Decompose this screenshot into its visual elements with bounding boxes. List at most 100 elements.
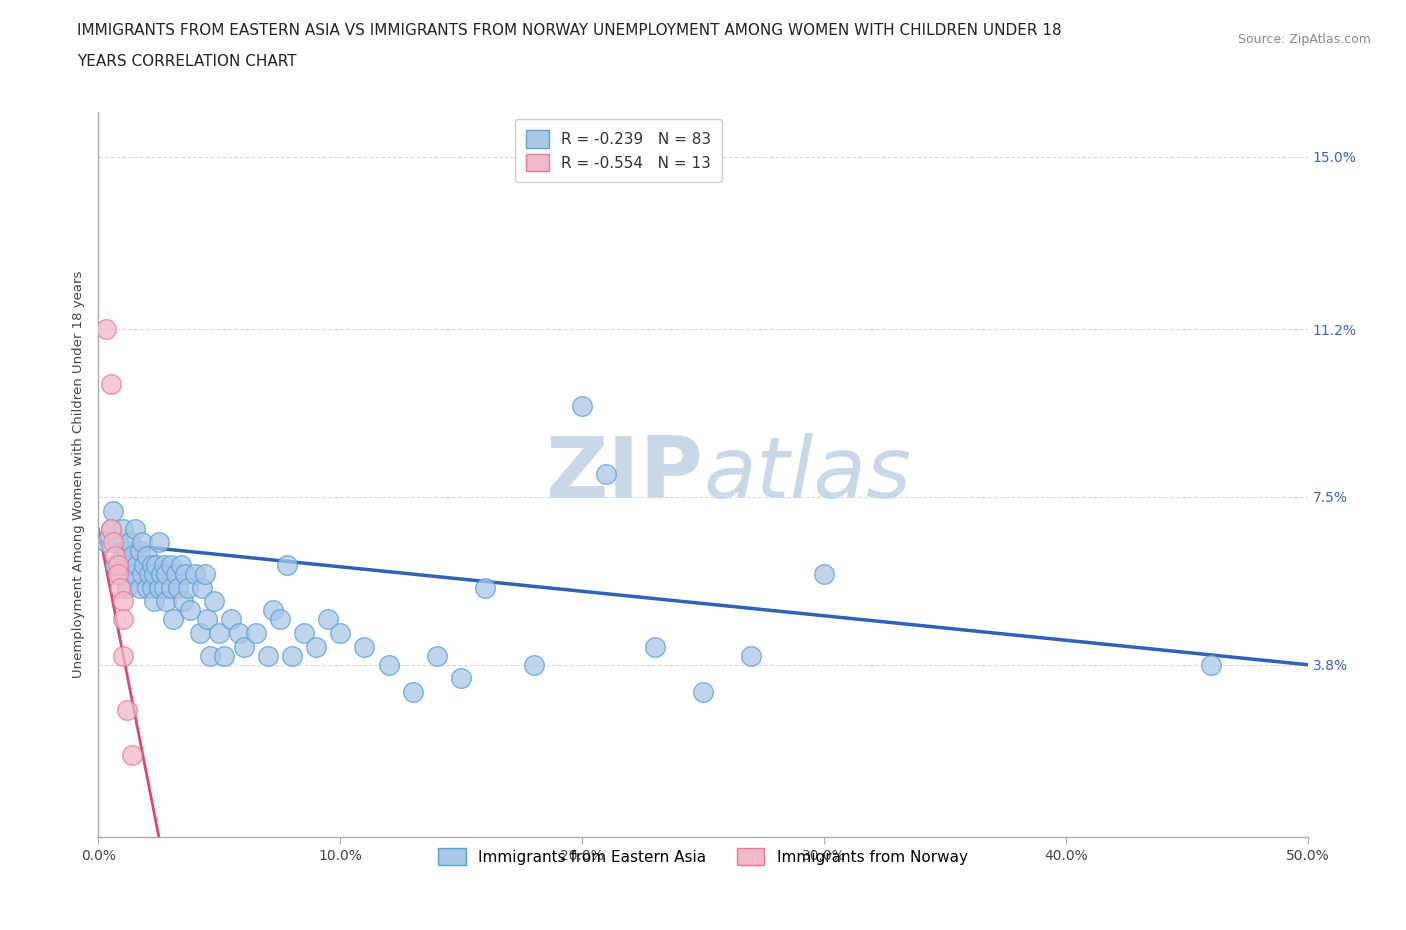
Point xyxy=(377,658,399,672)
Point xyxy=(100,521,122,536)
Point xyxy=(143,566,166,581)
Point xyxy=(128,580,150,595)
Point xyxy=(118,535,141,550)
Point xyxy=(276,558,298,573)
Point xyxy=(571,399,593,414)
Point xyxy=(162,612,184,627)
Point xyxy=(155,566,177,581)
Point xyxy=(167,580,190,595)
Point xyxy=(208,626,231,641)
Point xyxy=(204,594,226,609)
Point xyxy=(160,580,183,595)
Point xyxy=(100,521,122,536)
Point xyxy=(111,648,134,663)
Point xyxy=(111,521,134,536)
Point xyxy=(138,566,160,581)
Point xyxy=(111,549,134,564)
Point xyxy=(94,535,117,550)
Point xyxy=(128,544,150,559)
Point xyxy=(160,558,183,573)
Point xyxy=(221,612,243,627)
Point xyxy=(195,612,218,627)
Point xyxy=(118,558,141,573)
Point xyxy=(523,658,546,672)
Point xyxy=(101,503,124,518)
Point xyxy=(813,566,835,581)
Point xyxy=(269,612,291,627)
Point xyxy=(281,648,304,663)
Point xyxy=(228,626,250,641)
Point xyxy=(245,626,267,641)
Point xyxy=(165,566,187,581)
Point xyxy=(111,594,134,609)
Point xyxy=(450,671,472,685)
Point xyxy=(177,580,200,595)
Point xyxy=(169,558,191,573)
Point xyxy=(353,639,375,654)
Text: YEARS CORRELATION CHART: YEARS CORRELATION CHART xyxy=(77,54,297,69)
Point xyxy=(316,612,339,627)
Point xyxy=(107,535,129,550)
Point xyxy=(124,566,146,581)
Point xyxy=(305,639,328,654)
Point xyxy=(121,549,143,564)
Point xyxy=(111,612,134,627)
Point xyxy=(150,566,173,581)
Point xyxy=(329,626,352,641)
Point xyxy=(1199,658,1222,672)
Point xyxy=(148,535,170,550)
Point xyxy=(152,558,174,573)
Point xyxy=(101,535,124,550)
Point xyxy=(692,684,714,699)
Point xyxy=(94,322,117,337)
Point xyxy=(131,566,153,581)
Legend: Immigrants from Eastern Asia, Immigrants from Norway: Immigrants from Eastern Asia, Immigrants… xyxy=(430,840,976,873)
Point xyxy=(232,639,254,654)
Point xyxy=(184,566,207,581)
Point xyxy=(141,580,163,595)
Point xyxy=(143,594,166,609)
Point xyxy=(474,580,496,595)
Point xyxy=(121,748,143,763)
Point xyxy=(148,580,170,595)
Point xyxy=(117,544,139,559)
Point xyxy=(104,549,127,564)
Point xyxy=(426,648,449,663)
Point xyxy=(191,580,214,595)
Text: atlas: atlas xyxy=(703,432,911,516)
Point xyxy=(108,580,131,595)
Text: IMMIGRANTS FROM EASTERN ASIA VS IMMIGRANTS FROM NORWAY UNEMPLOYMENT AMONG WOMEN : IMMIGRANTS FROM EASTERN ASIA VS IMMIGRAN… xyxy=(77,23,1062,38)
Point xyxy=(135,580,157,595)
Point xyxy=(117,703,139,718)
Point xyxy=(127,558,149,573)
Point xyxy=(145,558,167,573)
Point xyxy=(194,566,217,581)
Point xyxy=(100,376,122,391)
Point xyxy=(155,594,177,609)
Point xyxy=(402,684,425,699)
Point xyxy=(212,648,235,663)
Text: ZIP: ZIP xyxy=(546,432,703,516)
Point xyxy=(135,549,157,564)
Point xyxy=(740,648,762,663)
Point xyxy=(104,558,127,573)
Point xyxy=(114,558,136,573)
Point xyxy=(188,626,211,641)
Point xyxy=(134,558,156,573)
Point xyxy=(256,648,278,663)
Point xyxy=(179,603,201,618)
Point xyxy=(108,566,131,581)
Point xyxy=(595,467,617,482)
Point xyxy=(124,521,146,536)
Point xyxy=(172,594,194,609)
Y-axis label: Unemployment Among Women with Children Under 18 years: Unemployment Among Women with Children U… xyxy=(72,271,86,678)
Point xyxy=(292,626,315,641)
Point xyxy=(131,535,153,550)
Point xyxy=(262,603,284,618)
Text: Source: ZipAtlas.com: Source: ZipAtlas.com xyxy=(1237,33,1371,46)
Point xyxy=(141,558,163,573)
Point xyxy=(117,580,139,595)
Point xyxy=(107,566,129,581)
Point xyxy=(198,648,221,663)
Point xyxy=(107,558,129,573)
